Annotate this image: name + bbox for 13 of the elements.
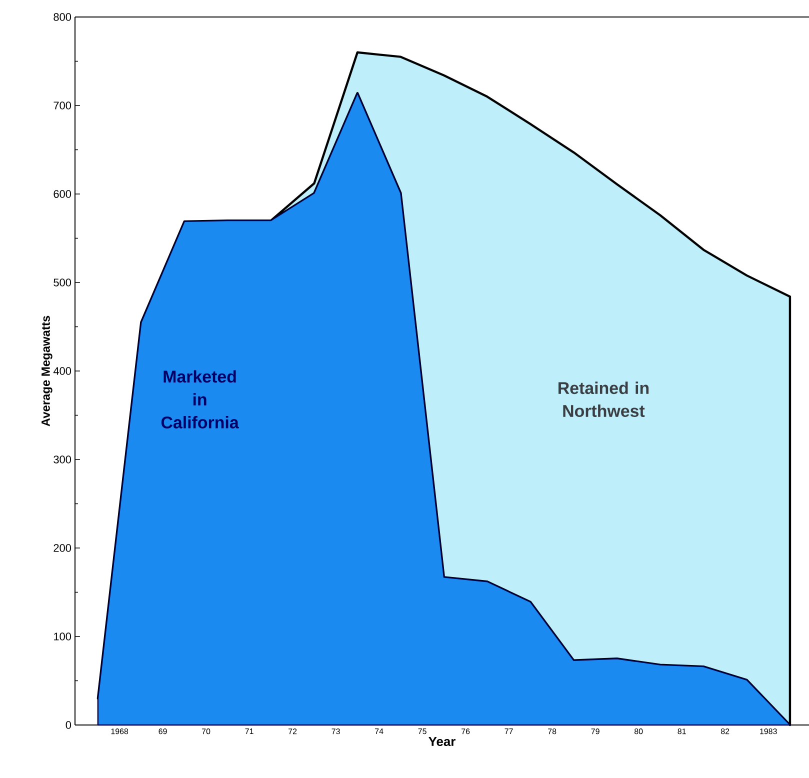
y-tick-label: 600 (54, 190, 72, 198)
series-label: Retained in Northwest (558, 382, 649, 417)
y-tick-label: 400 (53, 367, 72, 375)
y-axis-title: Average Megawatts (42, 316, 52, 426)
y-tick-label: 0 (66, 721, 72, 729)
x-axis-title: Year (428, 737, 456, 746)
series-label: Marketed in California (161, 370, 239, 428)
y-tick-label: 500 (54, 278, 72, 286)
y-tick-label: 200 (54, 544, 72, 552)
y-tick-label: 300 (54, 456, 72, 464)
y-tick-label: 800 (54, 13, 72, 21)
y-tick-label: 100 (54, 632, 72, 640)
y-tick-label: 700 (54, 102, 72, 110)
